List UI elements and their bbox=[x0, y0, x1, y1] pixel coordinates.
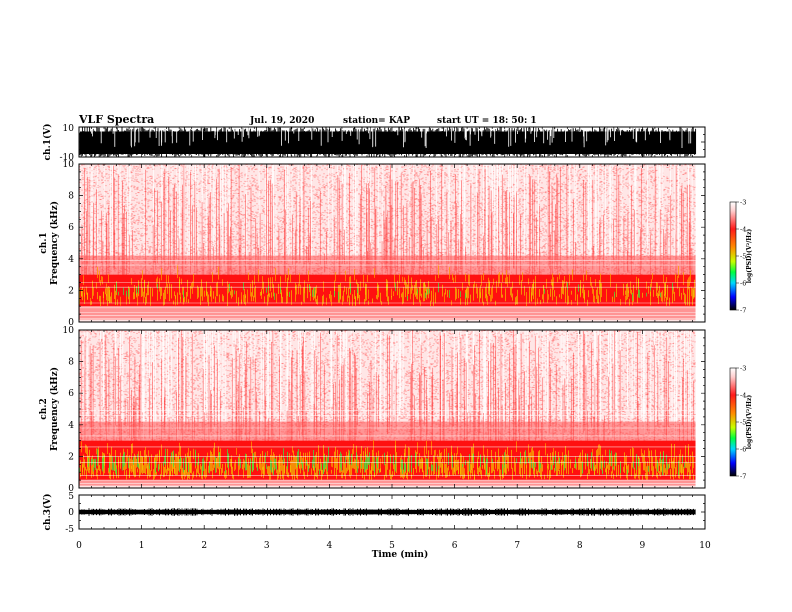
colorbar-tick-marks bbox=[736, 201, 739, 311]
ch2-spectrogram-heatmap bbox=[79, 329, 705, 488]
ch2-spectrogram-ytick: 6 bbox=[68, 389, 74, 399]
x-tick-marks bbox=[78, 127, 706, 157]
time-axis-tick-label: 6 bbox=[452, 541, 458, 551]
time-axis-tick-label: 1 bbox=[139, 541, 145, 551]
ch2-spectrogram-ylabel-frequency: Frequency (kHz) bbox=[49, 367, 60, 451]
ch1-waveform-ticks bbox=[78, 126, 706, 158]
ch1-spectrogram-ylabel-channel: ch.1 bbox=[39, 232, 49, 253]
y-tick-marks bbox=[79, 329, 705, 489]
ch1-spectrogram-ticks: 0 2 4 6 8 10 bbox=[63, 160, 706, 328]
ch1-waveform-trace bbox=[79, 127, 697, 157]
station-label: station= KAP bbox=[343, 116, 410, 126]
chart-title: VLF Spectra bbox=[78, 113, 154, 126]
ch2-spectrogram-ytick: 2 bbox=[68, 452, 74, 462]
ch1-spectrogram-ytick: 8 bbox=[68, 192, 74, 202]
ch2-spectrogram-ytick: 10 bbox=[63, 326, 75, 336]
spectrogram-transition-band bbox=[79, 421, 696, 441]
spectrogram-empty-tail bbox=[695, 330, 705, 488]
colorbar-tick-label: -7 bbox=[740, 306, 746, 314]
ch3-waveform-panel: 5 0 -5 ch.3(V) bbox=[42, 492, 706, 535]
time-axis-tick-label: 5 bbox=[389, 541, 395, 551]
ch2-spectrogram-ytick: 0 bbox=[68, 484, 74, 494]
ch3-waveform-ylabel: ch.3(V) bbox=[42, 494, 53, 531]
ch1-spectrogram-heatmap bbox=[79, 163, 705, 322]
spectrogram-low-band bbox=[79, 306, 696, 320]
ch1-colorbar: log(PSD)(V²/Hz) -3 -4 -5 -6 -7 bbox=[729, 198, 753, 314]
ch1-waveform-spikes bbox=[79, 127, 697, 157]
colorbar-tick-label: -7 bbox=[740, 472, 746, 480]
ch1-spectrogram-panel: 0 2 4 6 8 10 ch.1 Frequency (kHz) bbox=[39, 160, 706, 328]
ch2-spectrogram-ytick: 4 bbox=[68, 421, 74, 431]
time-axis-tick-label: 3 bbox=[264, 541, 270, 551]
ch1-spectrogram-ylabel-frequency: Frequency (kHz) bbox=[49, 201, 60, 285]
spectrogram-low-band bbox=[79, 480, 696, 486]
x-tick-marks bbox=[78, 164, 706, 322]
ch1-spectrogram-ytick: 10 bbox=[63, 160, 75, 170]
ch2-spectrogram-ytick: 8 bbox=[68, 358, 74, 368]
colorbar-tick-label: -6 bbox=[740, 445, 746, 453]
time-axis-tick-label: 2 bbox=[201, 541, 207, 551]
spectrogram-narrowband-lines bbox=[80, 260, 696, 320]
ch3-waveform-trace bbox=[79, 508, 696, 516]
ch3-ytick-top: 5 bbox=[68, 492, 74, 502]
time-axis-label: Time (min) bbox=[372, 549, 429, 560]
ch3-waveform-ticks bbox=[78, 494, 706, 530]
ch1-spectrogram-ytick: 0 bbox=[68, 318, 74, 328]
y-tick-marks bbox=[79, 163, 705, 323]
ch2-spectrogram-ticks: 0 2 4 6 8 10 bbox=[63, 326, 706, 494]
ch1-colorbar-label: log(PSD)(V²/Hz) bbox=[746, 229, 753, 284]
ch1-spectrogram-ytick: 6 bbox=[68, 223, 74, 233]
time-axis-tick-label: 8 bbox=[577, 541, 583, 551]
ch1-ytick-bottom: -10 bbox=[60, 153, 75, 163]
ch1-spectrogram-ytick: 2 bbox=[68, 286, 74, 296]
ch2-colorbar-label: log(PSD)(V²/Hz) bbox=[746, 395, 753, 450]
start-time-label: start UT = 18: 50: 1 bbox=[437, 116, 537, 126]
ch1-spectrogram-ytick: 4 bbox=[68, 255, 74, 265]
colorbar-tick-label: -3 bbox=[740, 364, 746, 372]
time-axis-tick-label: 0 bbox=[76, 541, 82, 551]
y-tick-marks bbox=[79, 494, 705, 530]
ch2-colorbar: log(PSD)(V²/Hz) -3 -4 -5 -6 -7 bbox=[729, 364, 753, 480]
x-tick-marks bbox=[78, 495, 706, 529]
ch1-waveform-ylabel: ch.1(V) bbox=[42, 124, 53, 161]
ch1-ytick-top: 10 bbox=[63, 124, 75, 134]
x-tick-marks bbox=[78, 330, 706, 488]
colorbar-tick-label: -5 bbox=[740, 418, 746, 426]
ch1-colorbar-gradient bbox=[729, 201, 737, 311]
time-axis-tick-label: 9 bbox=[640, 541, 646, 551]
colorbar-tick-label: -3 bbox=[740, 198, 746, 206]
ch1-waveform-panel: 10 -10 ch.1(V) bbox=[42, 124, 706, 163]
ch1-waveform-gaps bbox=[91, 127, 692, 148]
colorbar-tick-label: -4 bbox=[740, 225, 746, 233]
colorbar-tick-label: -4 bbox=[740, 391, 746, 399]
ch2-colorbar-gradient bbox=[729, 367, 737, 477]
ch3-ytick-bottom: -5 bbox=[65, 525, 74, 535]
date-label: Jul. 19, 2020 bbox=[249, 116, 314, 126]
ch2-spectrogram-ylabel-channel: ch.2 bbox=[39, 398, 49, 419]
ch3-ytick-middle: 0 bbox=[68, 508, 74, 518]
time-axis-tick-label: 10 bbox=[699, 541, 711, 551]
y-tick-marks bbox=[79, 126, 705, 158]
spectrogram-empty-tail bbox=[695, 164, 705, 322]
time-axis-tick-label: 4 bbox=[327, 541, 333, 551]
time-axis-tick-label: 7 bbox=[514, 541, 520, 551]
colorbar-tick-label: -5 bbox=[740, 252, 746, 260]
colorbar-tick-label: -6 bbox=[740, 279, 746, 287]
ch2-spectrogram-panel: 0 2 4 6 8 10 ch.2 Frequency (kHz) bbox=[39, 326, 706, 494]
spectrogram-narrowband-lines bbox=[80, 410, 696, 484]
time-axis: 0 1 2 3 4 5 6 7 8 9 10 bbox=[76, 541, 711, 551]
colorbar-tick-marks bbox=[736, 367, 739, 477]
